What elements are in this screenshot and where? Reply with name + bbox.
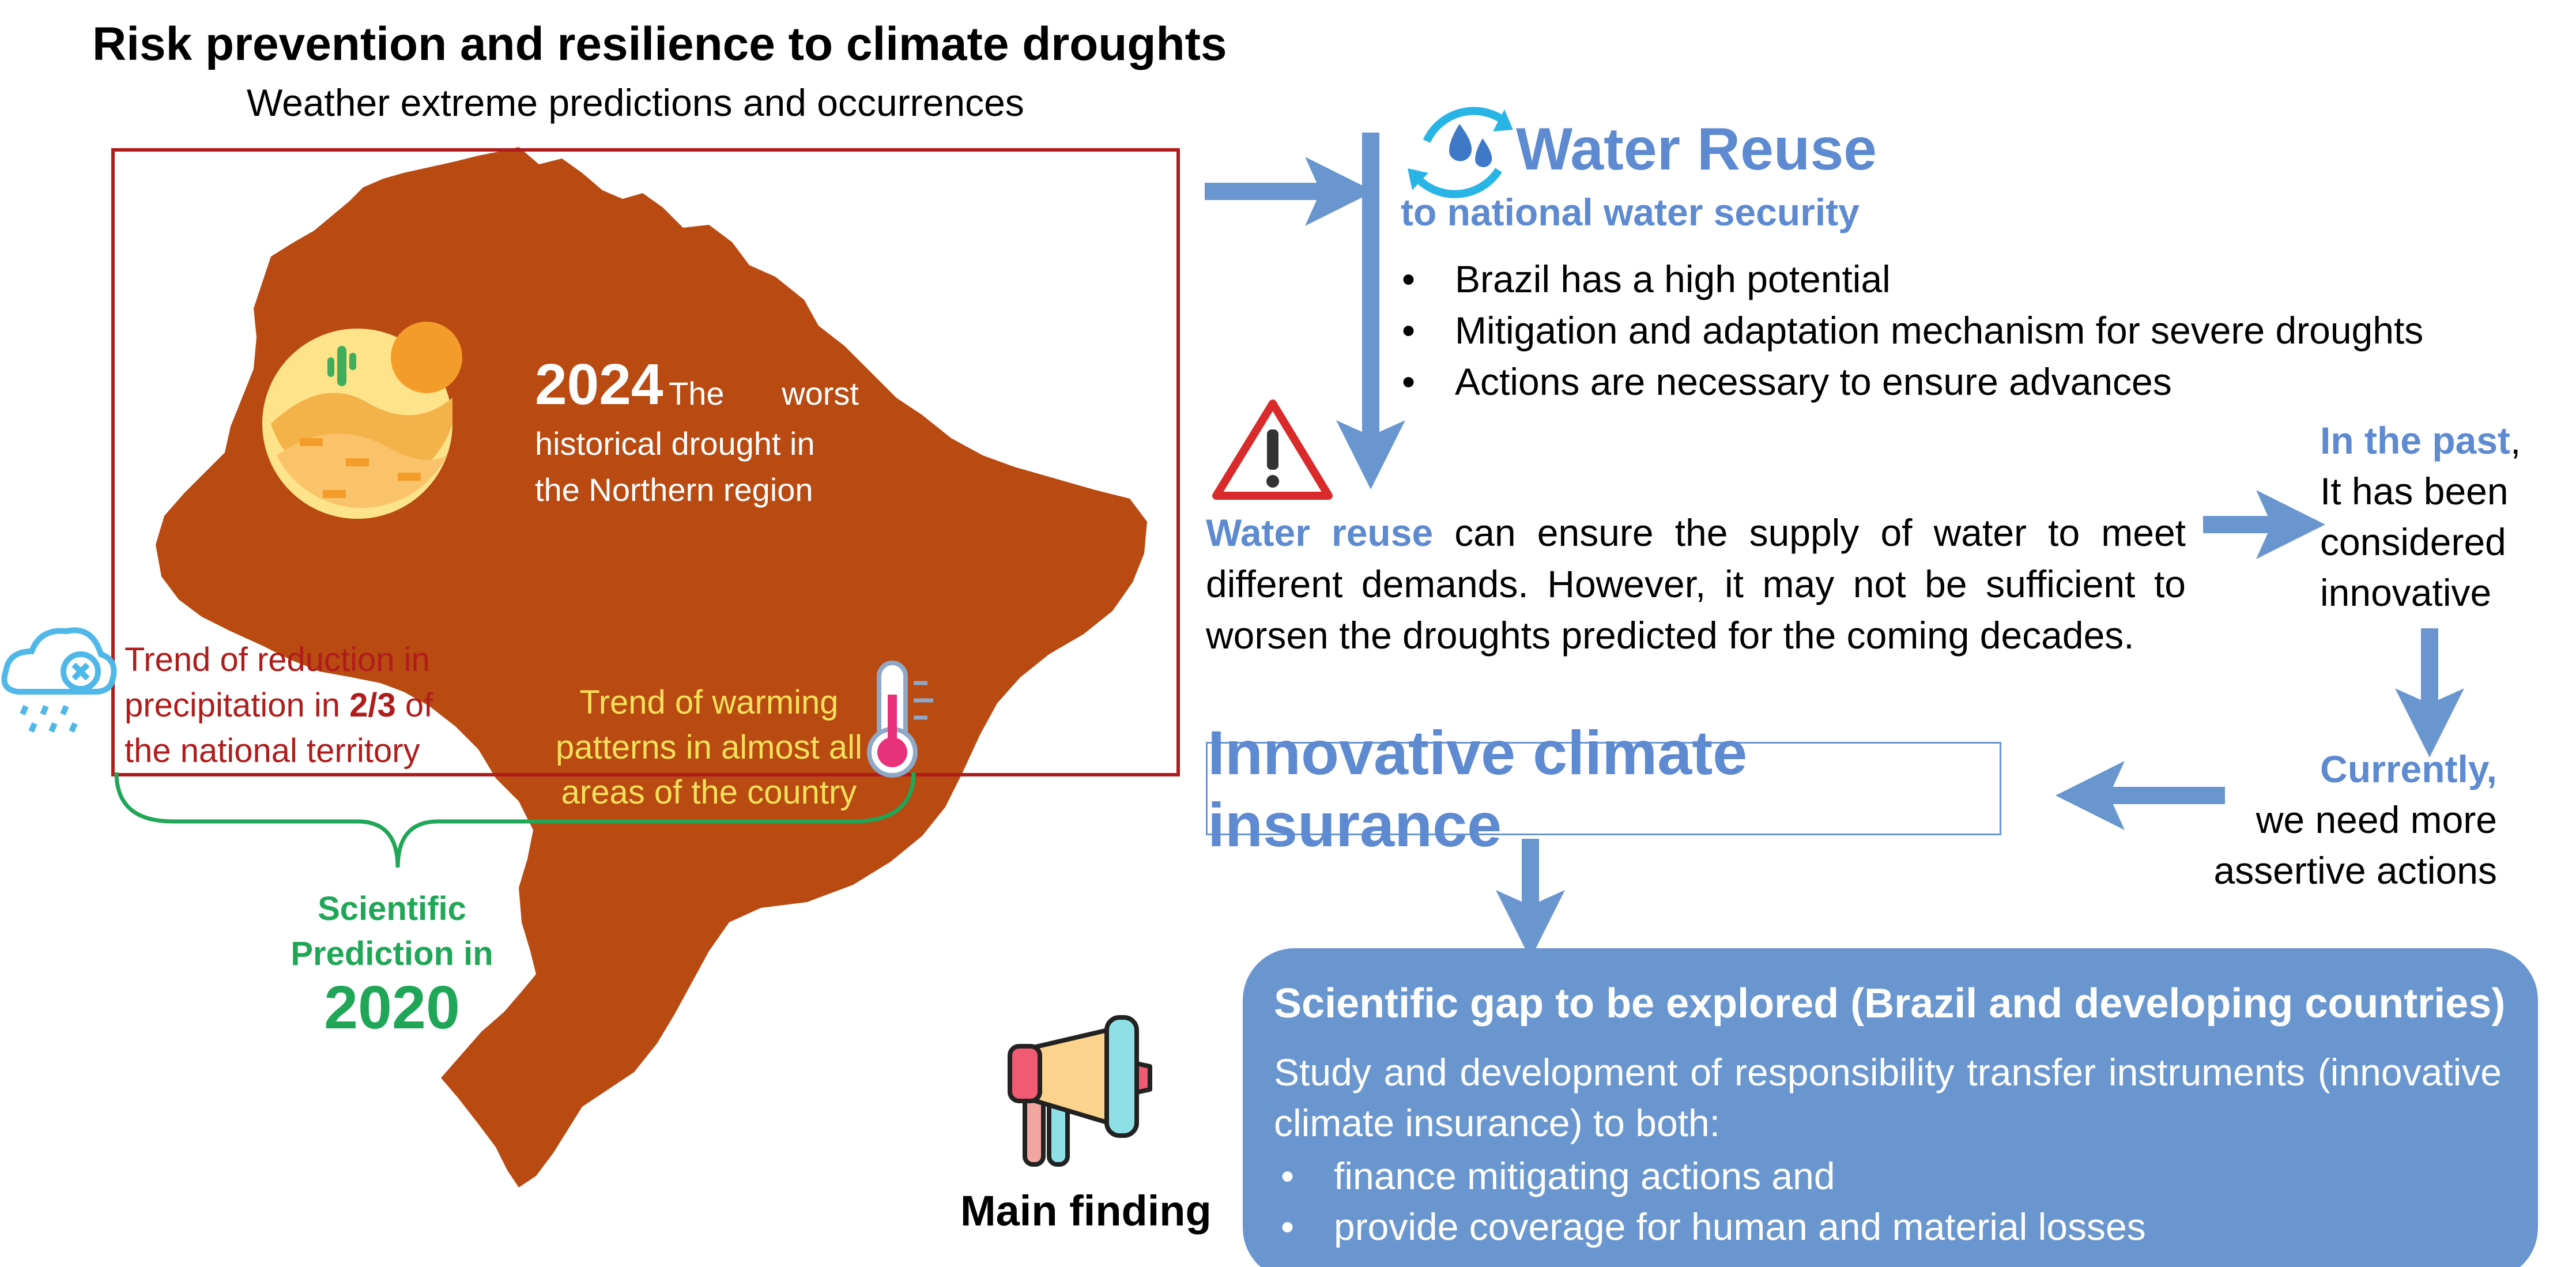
page-subtitle: Weather extreme predictions and occurren… (247, 81, 1024, 125)
past-lead: In the past (2320, 419, 2510, 462)
scientific-year: 2020 (254, 973, 530, 1043)
water-reuse-title: Water Reuse (1516, 115, 1877, 184)
sci-line: Scientific (254, 887, 530, 932)
drought-line: the Northern region (535, 467, 815, 513)
insurance-box: Innovative climate insurance (1206, 742, 2001, 835)
past-line: considered (2320, 516, 2521, 567)
scientific-prediction: Scientific Prediction in (254, 887, 530, 976)
warning-icon (1216, 404, 1329, 496)
list-item: finance mitigating actions and (1274, 1151, 2146, 1201)
current-lead: Currently, (2213, 744, 2497, 794)
current-line: assertive actions (2213, 845, 2497, 896)
past-line: In the past, (2320, 415, 2521, 466)
drought-line: historical drought in (535, 421, 815, 467)
drought-year: 2024 (535, 352, 663, 418)
para-lead: Water reuse (1206, 511, 1433, 554)
water-reuse-bullets: Brazil has a high potential Mitigation a… (1395, 254, 2423, 408)
gap-bullets: finance mitigating actions and provide c… (1274, 1151, 2146, 1252)
water-cycle-icon (1408, 110, 1513, 194)
past-line: It has been (2320, 466, 2521, 516)
precipitation-trend: Trend of reduction in precipitation in 2… (125, 637, 433, 774)
drought-worst: The worst (669, 375, 859, 412)
list-item: Actions are necessary to ensure advances (1395, 356, 2423, 408)
list-item: provide coverage for human and material … (1274, 1201, 2146, 1252)
past-line: innovative (2320, 567, 2521, 618)
warming-line: areas of the country (542, 770, 876, 815)
current-note: Currently, we need more assertive action… (2213, 744, 2497, 896)
sci-line: Prediction in (254, 932, 530, 976)
precip-text: of (396, 687, 433, 724)
warming-trend: Trend of warming patterns in almost all … (542, 680, 876, 815)
past-note: In the past, It has been considered inno… (2320, 415, 2521, 618)
precip-line: precipitation in 2/3 of (125, 682, 433, 728)
past-comma: , (2510, 419, 2521, 462)
page-title: Risk prevention and resilience to climat… (92, 17, 1227, 71)
drought-description: historical drought in the Northern regio… (535, 421, 815, 513)
list-item: Brazil has a high potential (1395, 254, 2423, 305)
warming-line: Trend of warming (542, 680, 876, 725)
list-item: Mitigation and adaptation mechanism for … (1395, 305, 2423, 356)
precip-text: precipitation in (125, 687, 349, 724)
water-reuse-paragraph: Water reuse can ensure the supply of wat… (1206, 507, 2186, 661)
storm-cloud-icon (5, 630, 114, 731)
gap-title: Scientific gap to be explored (Brazil an… (1274, 980, 2505, 1027)
main-finding-label: Main finding (960, 1186, 1212, 1235)
gap-body: Study and development of responsibility … (1274, 1047, 2502, 1148)
water-reuse-subtitle: to national water security (1401, 190, 1860, 234)
precip-line: the national territory (125, 728, 433, 774)
warming-line: patterns in almost all (542, 725, 876, 770)
megaphone-icon (1010, 1017, 1150, 1164)
precip-line: Trend of reduction in (125, 637, 433, 682)
precip-fraction: 2/3 (349, 687, 396, 724)
current-line: we need more (2213, 794, 2497, 845)
